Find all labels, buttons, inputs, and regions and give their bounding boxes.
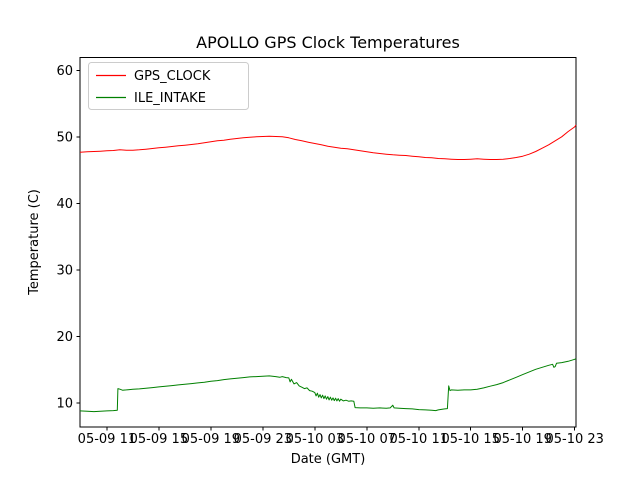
x-axis-label: Date (GMT) bbox=[291, 452, 366, 467]
x-tick-label: 05-09 15 bbox=[130, 432, 188, 447]
x-tick-label: 05-10 15 bbox=[442, 432, 500, 447]
y-tick-label: 50 bbox=[56, 130, 73, 145]
x-tick-label: 05-09 23 bbox=[234, 432, 292, 447]
y-tick-label: 60 bbox=[56, 64, 73, 79]
legend: GPS_CLOCK ILE_INTAKE bbox=[88, 62, 249, 110]
series-layer bbox=[79, 124, 577, 413]
x-tick-label: 05-10 19 bbox=[493, 432, 551, 447]
x-tick-label: 05-10 03 bbox=[286, 432, 344, 447]
y-tick-label: 10 bbox=[56, 397, 73, 412]
legend-box bbox=[88, 62, 249, 110]
legend-label-ile-intake: ILE_INTAKE bbox=[134, 91, 206, 106]
x-tick-label: 05-10 23 bbox=[545, 432, 603, 447]
axes-frame bbox=[79, 57, 577, 428]
x-tick-label: 05-10 11 bbox=[390, 432, 448, 447]
chart-title: APOLLO GPS Clock Temperatures bbox=[196, 33, 460, 52]
y-axis-label: Temperature (C) bbox=[27, 189, 42, 296]
y-tick-label: 30 bbox=[56, 264, 73, 279]
x-tick-label: 05-09 19 bbox=[182, 432, 240, 447]
y-tick-label: 20 bbox=[56, 330, 73, 345]
y-tick-label: 40 bbox=[56, 197, 73, 212]
x-tick-label: 05-09 11 bbox=[78, 432, 136, 447]
series-line-ile_intake bbox=[79, 358, 577, 413]
x-tick-label: 05-10 07 bbox=[338, 432, 396, 447]
legend-label-gps-clock: GPS_CLOCK bbox=[134, 69, 211, 84]
series-line-gps_clock bbox=[79, 124, 577, 160]
